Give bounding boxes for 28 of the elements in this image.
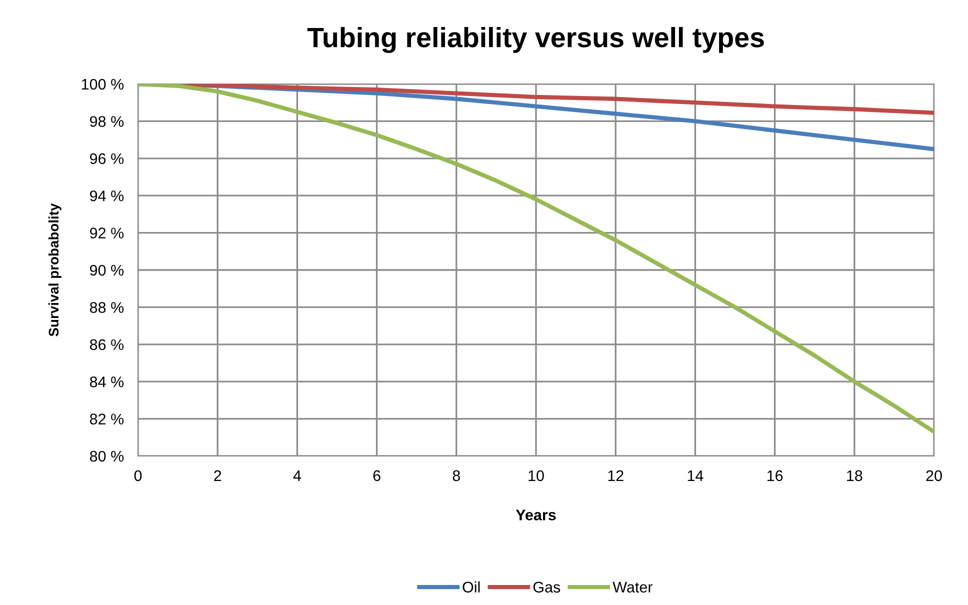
y-tick-label: 84 %	[90, 376, 124, 388]
x-tick-label: 0	[134, 470, 142, 482]
x-tick-label: 6	[373, 470, 380, 482]
x-tick-label: 20	[926, 470, 942, 482]
x-tick-label: 18	[847, 470, 862, 482]
y-tick-label: 86 %	[90, 339, 124, 350]
x-tick-label: 16	[767, 470, 783, 482]
legend-label: Water	[612, 582, 653, 593]
y-tick-label: 92 %	[90, 228, 124, 238]
y-axis-title: Survival probabolity	[48, 203, 62, 336]
x-tick-label: 10	[528, 470, 544, 482]
x-tick-label: 4	[293, 470, 301, 481]
y-tick-label: 82 %	[90, 414, 124, 424]
x-tick-label: 12	[608, 470, 624, 481]
legend-label: Oil	[462, 581, 480, 593]
y-tick-label: 100 %	[82, 78, 124, 90]
legend-label: Gas	[533, 582, 560, 593]
y-tick-label: 98 %	[90, 116, 124, 127]
y-tick-label: 88 %	[90, 302, 124, 313]
x-tick-label: 8	[452, 470, 460, 482]
chart-title: Tubing reliability versus well types	[307, 26, 764, 54]
x-axis-title: Years	[516, 510, 556, 520]
x-tick-label: 2	[214, 470, 222, 481]
y-tick-label: 96 %	[90, 153, 124, 164]
y-tick-label: 80 %	[90, 450, 124, 462]
x-tick-label: 14	[688, 470, 704, 481]
y-tick-label: 90 %	[90, 264, 124, 276]
y-tick-label: 94 %	[90, 190, 124, 202]
